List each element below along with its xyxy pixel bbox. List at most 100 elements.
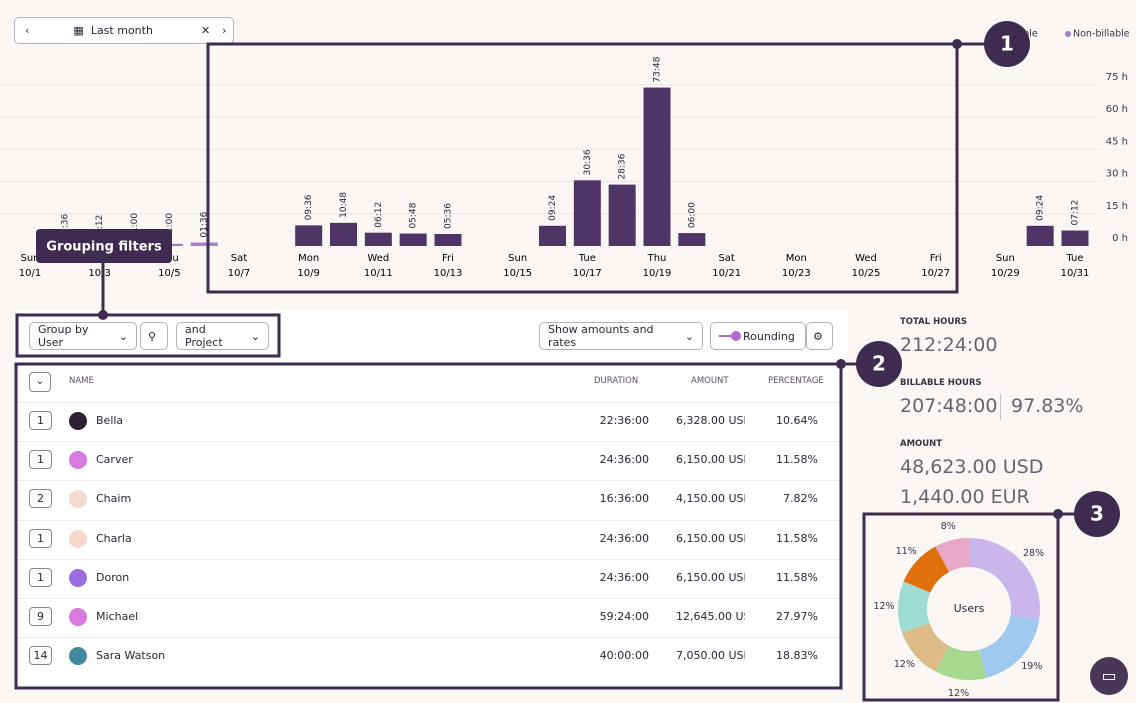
total-hours: 212:24:00 [900,334,998,356]
billable-hours-label: BILLABLE HOURS [900,378,982,388]
amount: 6,150.00 USD [676,570,745,584]
total-hours-label: TOTAL HOURS [900,317,968,327]
row-count[interactable]: 14 [29,646,52,666]
bar-chart: 0 h 15 h 30 h 45 h 60 h 75 h Sun 10/1 Tue 10/3 Thu… [0,29,1130,279]
user-name: Carver [96,453,133,467]
donut-label: 19% [1021,661,1042,672]
x-tick-date: 10/27 [921,268,950,279]
duration: 59:24:00 [599,610,649,623]
donut-chart: 28% 19% 12% 12% 12% 11% 8% Users [873,521,1044,699]
x-tick-date: 10/29 [991,268,1020,279]
next-button[interactable]: › [222,24,227,37]
bar-value-label: 05:48 [409,202,419,228]
x-tick-date: 10/5 [158,268,180,279]
bar [1026,225,1054,246]
amount: 6,328.00 USD [676,414,745,427]
user-name: Bella [96,414,124,427]
x-tick-date: 10/21 [712,268,741,279]
chat-button[interactable]: ▭ [1090,657,1128,695]
x-tick-date: 10/25 [852,268,881,279]
bar [1061,230,1089,246]
percentage: 11.58% [776,453,818,467]
avatar [69,608,87,626]
divider [1000,394,1001,420]
user-name: Doron [96,570,130,584]
date-picker[interactable]: ‹ ▦ Last month ✕ › [14,17,234,44]
user-name: Sara Watson [96,649,166,663]
rounding-toggle[interactable]: Rounding [710,322,806,350]
x-tick-weekday: Thu [159,253,179,264]
percentage: 11.58% [776,570,818,584]
x-tick-weekday: Tue [1065,253,1083,264]
y-tick-label: 60 h [1106,104,1128,115]
clear-button[interactable]: ✕ [200,24,211,37]
row-count[interactable]: 1 [29,528,52,548]
row-count[interactable]: 2 [29,489,52,509]
row-count[interactable]: 9 [29,607,52,626]
y-tick-label: 75 h [1106,72,1128,83]
percentage: 7.82% [783,492,818,506]
bar [608,184,636,246]
badge-number: 3 [1090,502,1104,526]
bar-value-label: 01:00 [165,213,175,239]
x-tick-weekday: Sat [718,253,734,264]
percentage: 11.58% [776,531,818,545]
header-duration[interactable]: DURATION [594,376,639,386]
percentage: 18.83% [776,649,818,663]
x-tick-date: 10/15 [503,268,532,279]
x-tick-date: 10/3 [88,268,110,279]
y-tick-label: 15 h [1106,201,1128,212]
donut-label: 8% [941,521,956,532]
x-tick-date: 10/1 [19,268,41,279]
display-dropdown[interactable]: Show amounts and rates ⌄ [539,322,703,350]
row-count[interactable]: 1 [29,450,52,470]
y-tick-label: 45 h [1106,136,1128,147]
billable-hours: 207:48:00 [900,395,998,417]
user-name: Chaim [96,492,132,506]
donut-center-label: Users [954,602,985,615]
x-tick-weekday: Sun [20,253,39,264]
badge [856,341,902,387]
percentage: 10.64% [776,414,818,427]
badge [1074,491,1120,537]
bar [643,87,671,247]
bar-value-label: 09:24 [1036,195,1046,221]
x-tick-date: 10/17 [573,268,602,279]
x-tick-date: 10/9 [297,268,319,279]
x-tick-weekday: Mon [786,253,807,264]
expand-all-button[interactable]: ⌄ [29,372,51,392]
prev-button[interactable]: ‹ [25,24,30,37]
group-by-dropdown[interactable]: Group by User ⌄ [29,322,137,350]
bar-value-label: 09:24 [548,195,558,221]
bar-value-label: 05:36 [444,203,454,229]
rounding-label: Rounding [743,329,795,343]
bar [190,242,218,246]
x-tick-date: 10/13 [434,268,463,279]
x-tick-weekday: Sat [231,253,247,264]
avatar [69,568,87,587]
bar [539,225,566,246]
settings-button[interactable]: ⚙ [806,322,833,350]
bar [399,233,427,246]
bar [364,232,392,246]
then-by-dropdown[interactable]: and Project ⌄ [176,322,269,350]
percentage: 27.97% [776,610,818,623]
row-count[interactable]: 1 [29,567,52,587]
bar [678,233,706,246]
group-by-label: Group by User [38,323,89,349]
bar-value-label: 00:36 [60,214,70,240]
badge-number: 2 [872,352,886,376]
date-range-label: Last month [90,24,153,37]
x-tick-weekday: Fri [930,253,942,264]
donut-label: 12% [873,601,894,612]
donut-label: 11% [896,546,917,557]
user-name: Michael [96,610,139,623]
bar-value-label: 30:36 [583,149,593,175]
search-button[interactable]: ⚲ [140,322,168,350]
row-count[interactable]: 1 [29,411,52,430]
legend-label: Non-billable [1073,29,1130,40]
header-name[interactable]: NAME [69,376,94,386]
bar-value-label: 10:48 [339,192,349,218]
header-percentage: PERCENTAGE [768,376,824,386]
y-tick-label: 30 h [1106,169,1128,180]
